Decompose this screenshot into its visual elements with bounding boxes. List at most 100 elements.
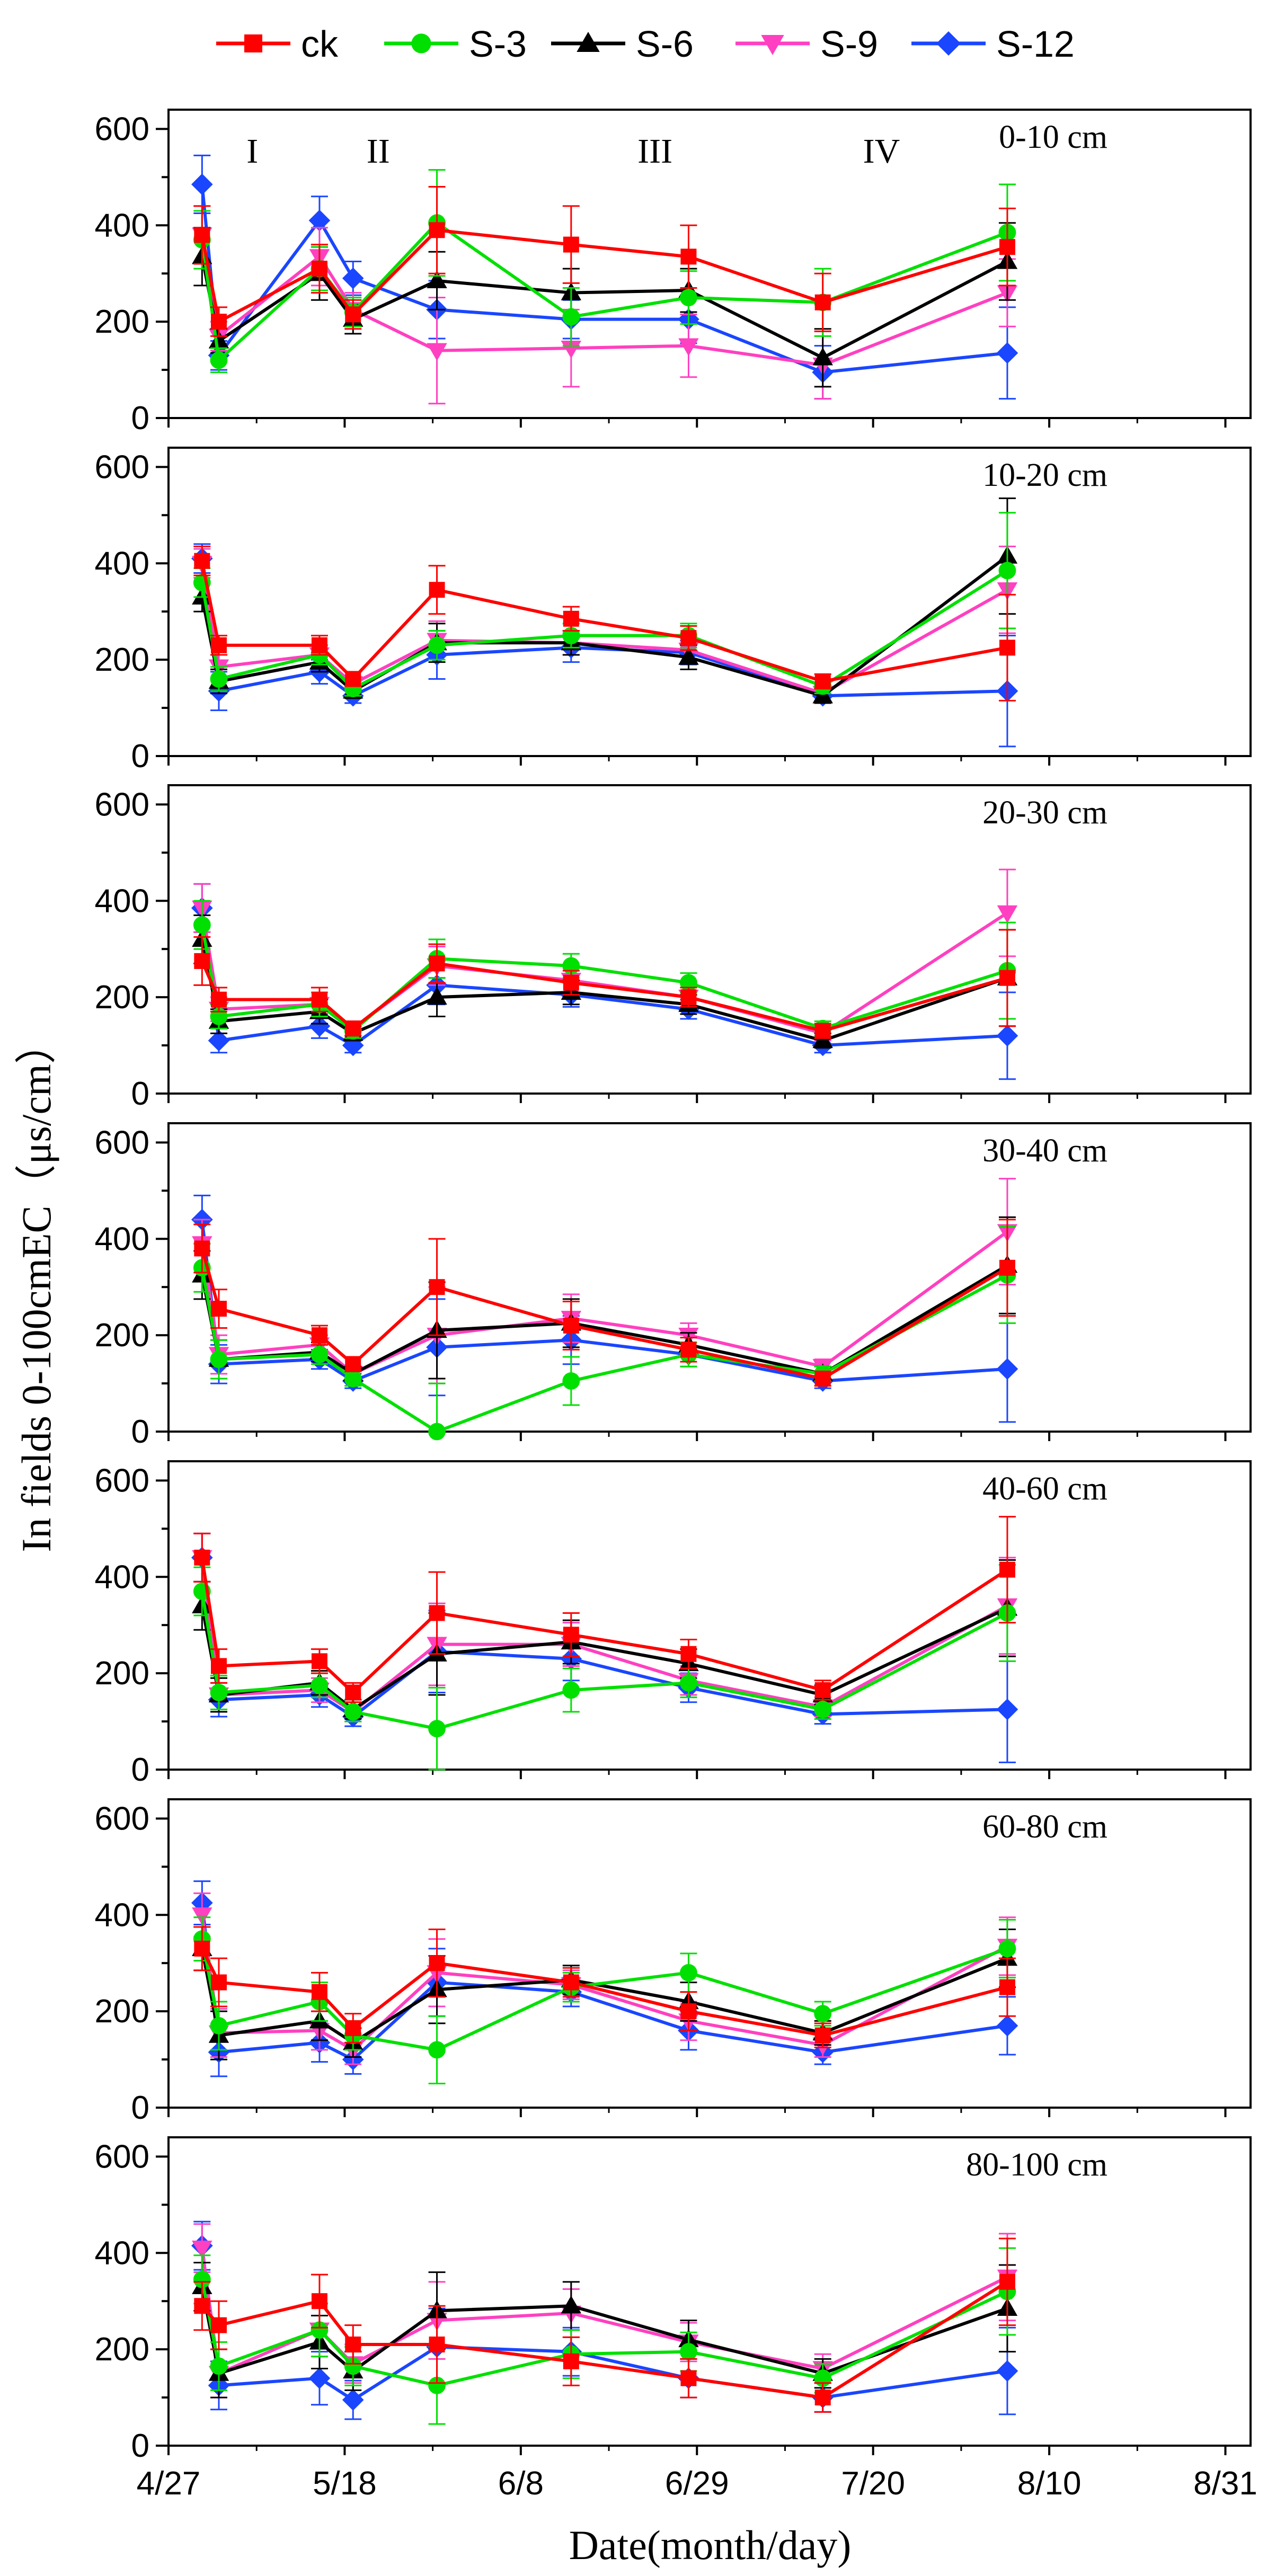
data-point: [996, 1025, 1018, 1047]
panel-30-40cm: 0 200 400 600 30-40 cm: [95, 1122, 1252, 1450]
depth-label: 0-10 cm: [999, 119, 1107, 155]
data-point: [311, 1346, 329, 1363]
legend-label: S-12: [996, 23, 1075, 65]
data-point: [194, 1940, 210, 1957]
panel-frame: [167, 447, 1252, 757]
data-point: [996, 342, 1018, 364]
data-point: [210, 637, 227, 653]
series-ck: [193, 1926, 1016, 2048]
y-tick-label: 200: [95, 979, 149, 1016]
legend-item-s-12: S-12: [911, 23, 1075, 65]
data-point: [429, 1605, 445, 1621]
y-tick-label: 0: [131, 400, 149, 437]
data-point: [427, 270, 447, 288]
data-point: [563, 2353, 579, 2369]
series-ck: [193, 545, 1016, 701]
data-point: [997, 905, 1018, 923]
data-point: [344, 1703, 362, 1721]
data-point: [210, 1351, 228, 1368]
data-point: [680, 1674, 697, 1692]
panel-10-20cm: 0 200 400 600 10-20 cm: [95, 447, 1252, 775]
x-tick-label: 7/20: [841, 2465, 905, 2502]
y-tick-label: 600: [95, 449, 149, 485]
data-point: [344, 1370, 362, 1388]
y-tick-label: 0: [131, 2090, 149, 2126]
y-tick-label: 200: [95, 1655, 149, 1692]
data-point: [563, 974, 579, 991]
data-point: [428, 1423, 446, 1441]
data-point: [311, 637, 327, 653]
data-point: [680, 2343, 697, 2361]
series-ck: [193, 1219, 1016, 1387]
x-tick-label: 8/31: [1193, 2465, 1257, 2502]
data-point: [563, 610, 579, 627]
legend-marker: [761, 35, 784, 56]
data-point: [563, 1627, 579, 1643]
data-point: [999, 1561, 1015, 1578]
depth-label: 10-20 cm: [982, 457, 1107, 493]
data-point: [999, 1259, 1015, 1276]
data-point: [812, 347, 833, 366]
panel-frame: [167, 1122, 1252, 1433]
data-point: [311, 1327, 327, 1344]
y-tick-label: 200: [95, 1317, 149, 1354]
data-point: [562, 308, 580, 326]
depth-label: 30-40 cm: [982, 1133, 1107, 1169]
data-point: [680, 1646, 697, 1662]
y-tick-label: 200: [95, 2331, 149, 2368]
data-point: [999, 639, 1015, 656]
data-point: [210, 1684, 228, 1701]
legend-label: S-3: [469, 23, 527, 65]
series-group: [191, 1516, 1018, 1771]
data-point: [345, 2337, 361, 2353]
y-tick-label: 400: [95, 1897, 149, 1933]
data-point: [191, 173, 213, 196]
series-s-3: [193, 1916, 1016, 2085]
legend-label: S-9: [820, 23, 878, 65]
data-point: [311, 2293, 327, 2309]
y-tick-label: 600: [95, 1462, 149, 1499]
data-point: [208, 1029, 230, 1052]
series-ck: [193, 2237, 1016, 2413]
data-point: [210, 351, 228, 369]
legend-marker: [577, 31, 600, 52]
legend: ck S-3 S-6 S-9 S-12: [216, 23, 1075, 65]
y-tick-label: 0: [131, 1414, 149, 1450]
data-point: [998, 562, 1016, 580]
data-point: [680, 248, 697, 265]
data-point: [345, 1684, 361, 1701]
data-point: [192, 2241, 212, 2259]
data-point: [996, 1358, 1018, 1380]
panel-frame: [167, 1460, 1252, 1771]
legend-item-s-6: S-6: [551, 23, 694, 65]
data-point: [342, 2389, 364, 2411]
y-axis-title: In fields 0-100cmEC（μs/cm）: [13, 1023, 59, 1552]
y-tick-label: 400: [95, 1559, 149, 1595]
data-point: [311, 1676, 329, 1694]
y-tick-label: 0: [131, 1752, 149, 1788]
x-tick-label: 6/29: [665, 2465, 729, 2502]
panel-frame: [167, 784, 1252, 1095]
y-tick-label: 400: [95, 2235, 149, 2271]
legend-label: S-6: [636, 23, 694, 65]
data-point: [345, 1356, 361, 1372]
data-point: [210, 991, 227, 1008]
data-point: [680, 289, 697, 307]
data-point: [192, 1907, 212, 1925]
panel-40-60cm: 0 200 400 600 40-60 cm: [95, 1460, 1252, 1788]
y-tick-label: 400: [95, 1221, 149, 1257]
y-tick-label: 200: [95, 1993, 149, 2030]
data-point: [194, 1240, 210, 1257]
period-label: I: [246, 132, 258, 171]
data-point: [311, 1653, 327, 1669]
legend-marker: [411, 33, 431, 54]
data-point: [812, 1030, 833, 1049]
data-point: [194, 953, 210, 969]
data-point: [210, 2357, 228, 2375]
series-group: [191, 1880, 1018, 2085]
y-tick-label: 400: [95, 207, 149, 244]
x-tick-label: 6/8: [498, 2465, 544, 2502]
data-point: [311, 261, 327, 277]
